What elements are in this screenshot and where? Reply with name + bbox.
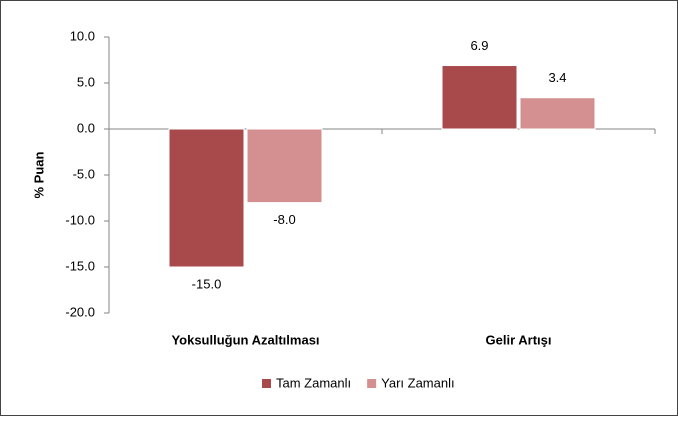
y-tick-label: 0.0 bbox=[77, 120, 95, 135]
y-tick-label: -10.0 bbox=[65, 212, 95, 227]
x-tick-label: Gelir Artışı bbox=[486, 332, 552, 347]
x-tick-label: Yoksulluğun Azaltılması bbox=[171, 332, 319, 347]
legend-swatch bbox=[262, 379, 271, 388]
legend-swatch bbox=[367, 379, 377, 388]
y-tick-label: -15.0 bbox=[65, 258, 95, 273]
data-label: 3.4 bbox=[548, 70, 566, 85]
bar bbox=[441, 65, 518, 130]
y-tick-label: -20.0 bbox=[65, 304, 95, 319]
y-axis-label: % Puan bbox=[31, 151, 46, 198]
data-label: -8.0 bbox=[273, 212, 295, 227]
y-tick-label: -5.0 bbox=[73, 166, 95, 181]
data-label: -15.0 bbox=[192, 276, 222, 291]
bar bbox=[246, 128, 323, 204]
legend-label: Yarı Zamanlı bbox=[381, 375, 454, 390]
y-tick-label: 10.0 bbox=[70, 28, 95, 43]
bar bbox=[168, 128, 245, 268]
data-label: 6.9 bbox=[470, 38, 488, 53]
y-tick-label: 5.0 bbox=[77, 74, 95, 89]
bar bbox=[519, 97, 596, 130]
legend-label: Tam Zamanlı bbox=[276, 375, 351, 390]
